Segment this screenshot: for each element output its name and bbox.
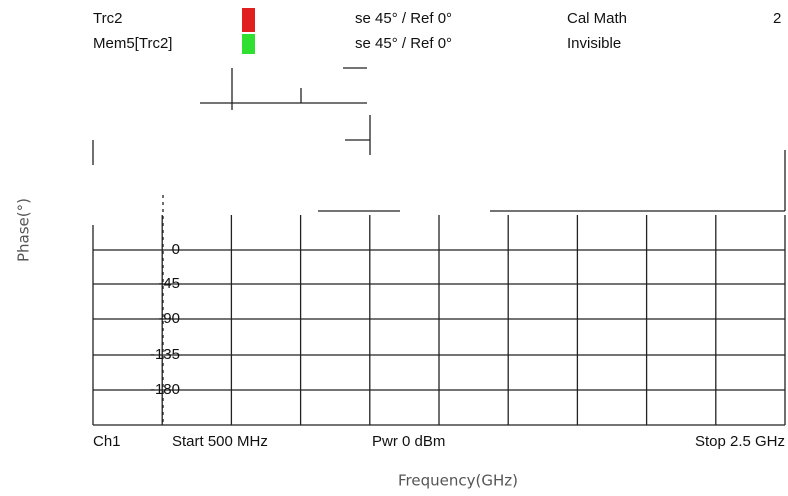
footer: Ch1 Start 500 MHz Pwr 0 dBm Stop 2.5 GHz	[93, 433, 785, 450]
grid	[92, 195, 786, 426]
y-label: -90	[158, 310, 180, 327]
footer-power: Pwr 0 dBm	[372, 433, 445, 450]
trace-name: Trc2	[93, 10, 122, 27]
footer-channel: Ch1	[93, 433, 121, 450]
y-labels: 0 -45 -90 -135 -180	[150, 241, 180, 398]
trace-color	[242, 34, 255, 60]
channel-number: 2	[773, 10, 781, 27]
header: Trc2 se 45° / Ref 0° Cal Math 2 Mem5[Trc…	[88, 8, 788, 66]
y-label: -135	[150, 346, 180, 363]
trace-scale: se 45° / Ref 0°	[355, 35, 452, 52]
clip-mask	[88, 54, 788, 66]
footer-start: Start 500 MHz	[172, 433, 268, 450]
footer-stop: Stop 2.5 GHz	[695, 433, 785, 450]
y-axis-label: Phase(°)	[15, 198, 33, 262]
x-axis-label: Frequency(GHz)	[398, 472, 518, 490]
y-label: 0	[172, 241, 180, 258]
trace-status: Cal Math	[567, 10, 627, 27]
trace-name: Mem5[Trc2]	[93, 35, 172, 52]
y-label: -45	[158, 275, 180, 292]
fragments	[92, 67, 786, 212]
trace-status: Invisible	[567, 35, 621, 52]
trace-scale: se 45° / Ref 0°	[355, 10, 452, 27]
y-label: -180	[150, 381, 180, 398]
trace-color	[242, 8, 255, 32]
